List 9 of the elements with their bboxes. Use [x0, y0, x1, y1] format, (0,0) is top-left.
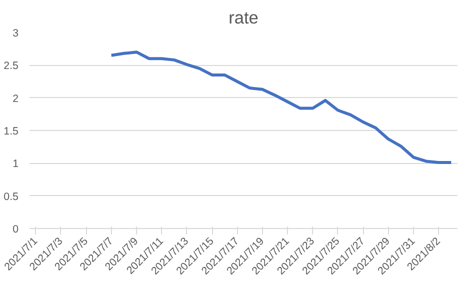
- line-series: [110, 50, 453, 164]
- y-tick-label: 0.5: [4, 190, 19, 203]
- y-tick-label: 3: [12, 28, 19, 40]
- y-tick-label: 2.5: [4, 60, 19, 72]
- y-tick-label: 1.5: [4, 126, 19, 138]
- y-tick-label: 2: [12, 92, 19, 105]
- y-tick-label: 0: [12, 224, 19, 236]
- y-tick-label: 1: [12, 158, 19, 170]
- chart-title: rate: [228, 8, 258, 28]
